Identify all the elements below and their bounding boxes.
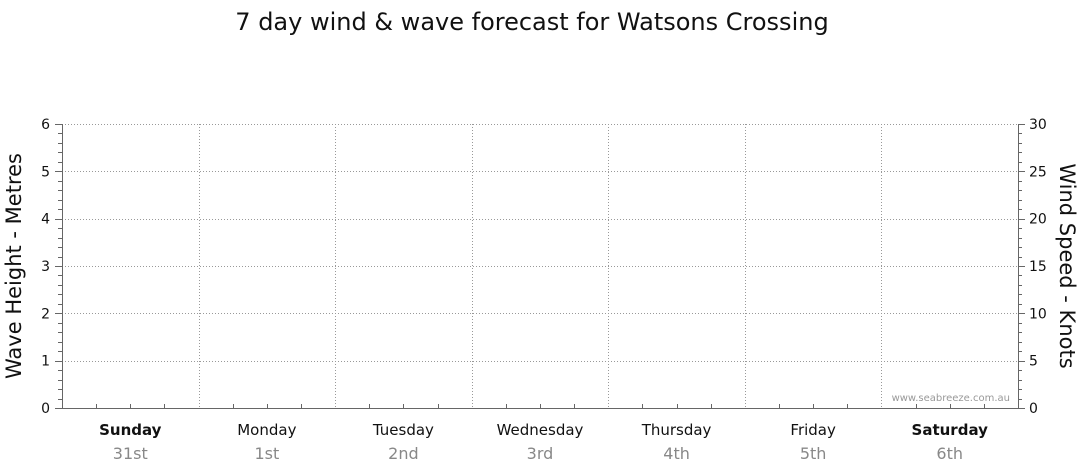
right-tick-label: 25: [1029, 164, 1047, 180]
left-tick-label: 6: [41, 117, 50, 133]
right-axis-ticks: 0 5 10 15 20 25 30: [1018, 117, 1047, 417]
watermark-text: www.seabreeze.com.au: [892, 393, 1010, 404]
left-tick-label: 3: [41, 259, 50, 275]
left-tick-label: 5: [41, 164, 50, 180]
day-name-label: Friday: [790, 421, 836, 439]
day-name-label: Saturday: [912, 421, 989, 439]
left-axis-ticks: 0 1 2 3 4 5 6: [41, 117, 62, 417]
left-tick-label: 4: [41, 212, 50, 228]
right-tick-label: 30: [1029, 117, 1047, 133]
chart-title: 7 day wind & wave forecast for Watsons C…: [235, 8, 828, 36]
right-tick-label: 10: [1029, 306, 1047, 322]
grid-lines: [62, 124, 1018, 408]
day-date-label: 2nd: [388, 444, 418, 463]
day-name-label: Monday: [237, 421, 296, 439]
day-name-label: Sunday: [99, 421, 162, 439]
right-axis-title: Wind Speed - Knots: [1055, 163, 1079, 368]
right-tick-label: 0: [1029, 401, 1038, 417]
day-name-label: Tuesday: [372, 421, 434, 439]
day-name-label: Wednesday: [497, 421, 584, 439]
day-date-label: 6th: [936, 444, 963, 463]
right-tick-label: 5: [1029, 354, 1038, 370]
left-tick-label: 2: [41, 306, 50, 322]
x-axis-day-labels: Sunday 31st Monday 1st Tuesday 2nd Wednesday 3r…: [96, 404, 989, 463]
day-date-label: 4th: [663, 444, 690, 463]
right-tick-label: 20: [1029, 212, 1047, 228]
right-tick-label: 15: [1029, 259, 1047, 275]
day-date-label: 5th: [800, 444, 827, 463]
left-tick-label: 1: [41, 354, 50, 370]
day-date-label: 1st: [254, 444, 279, 463]
day-name-label: Thursday: [641, 421, 712, 439]
day-date-label: 3rd: [527, 444, 554, 463]
left-axis-title: Wave Height - Metres: [2, 153, 26, 379]
left-tick-label: 0: [41, 401, 50, 417]
day-date-label: 31st: [113, 444, 148, 463]
